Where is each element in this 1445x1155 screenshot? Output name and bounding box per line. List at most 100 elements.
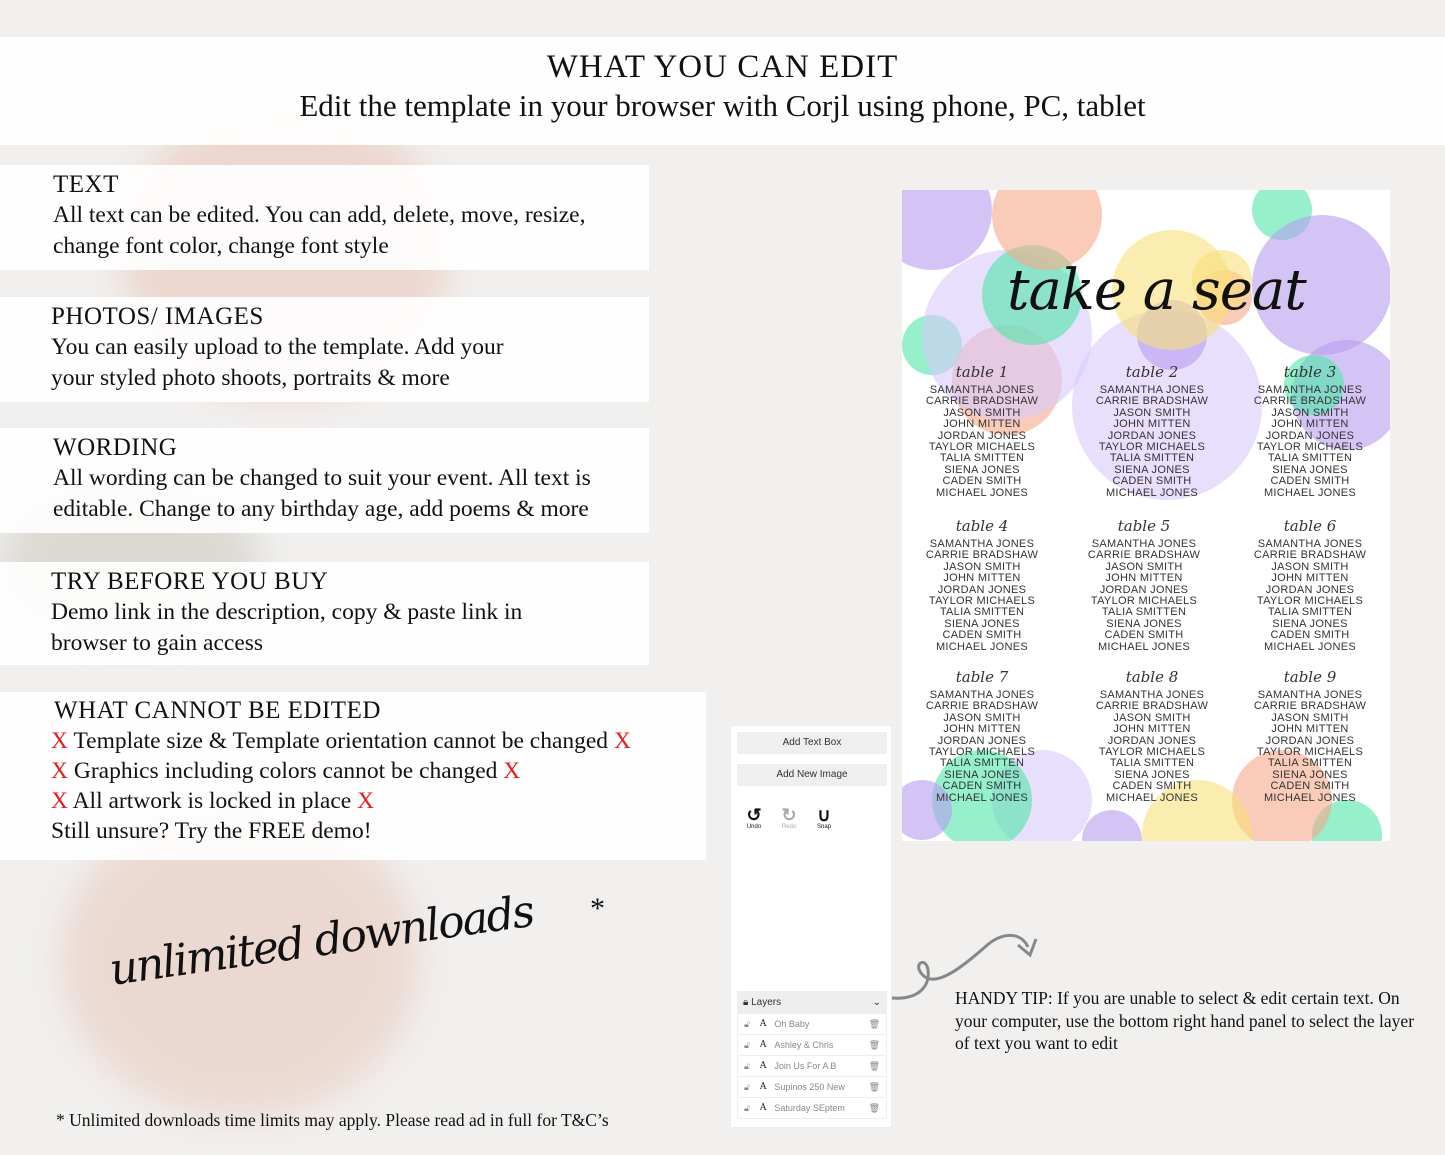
section-heading: TRY BEFORE YOU BUY: [51, 568, 329, 595]
add-text-box-button[interactable]: Add Text Box: [737, 732, 887, 754]
decorative-circle: [1284, 355, 1344, 415]
header-band: WHAT YOU CAN EDIT Edit the template in y…: [0, 37, 1445, 145]
guest-name: JOHN MITTEN: [943, 572, 1021, 585]
decorative-circle: [1082, 810, 1142, 841]
section-heading: WHAT CANNOT BE EDITED: [54, 697, 381, 724]
guest-name: CADEN SMITH: [1270, 780, 1350, 793]
section-line: All wording can be changed to suit your …: [53, 465, 591, 491]
section-wording: WORDING All wording can be changed to su…: [0, 428, 649, 533]
x-mark: X: [51, 788, 68, 814]
text-layer-icon: A: [759, 1103, 767, 1113]
table-label: table 4: [955, 517, 1009, 535]
page-title: WHAT YOU CAN EDIT: [546, 49, 899, 85]
guest-name: MICHAEL JONES: [1097, 640, 1191, 653]
seating-chart-preview: take a seat table 1 SAMANTHA JONES CARRIE …: [902, 190, 1390, 841]
undo-icon: ↺: [746, 805, 762, 825]
guest-name: CADEN SMITH: [1270, 629, 1350, 642]
table-label: table 6: [1283, 517, 1337, 535]
guest-name: TALIA SMITTEN: [939, 606, 1025, 619]
guest-name: SIENA JONES: [1114, 463, 1190, 476]
trash-icon[interactable]: 🗑︎: [868, 1103, 880, 1113]
page-subtitle: Edit the template in your browser with C…: [299, 88, 1146, 123]
lock-icon[interactable]: 🔓︎: [744, 1082, 750, 1092]
guest-name: TAYLOR MICHAELS: [1098, 746, 1206, 759]
redo-button[interactable]: ↻ Redo: [774, 806, 804, 830]
trash-icon[interactable]: 🗑︎: [868, 1019, 880, 1029]
guest-name: TAYLOR MICHAELS: [1090, 595, 1198, 608]
layer-row[interactable]: 🔓︎ A Oh Baby 🗑︎: [737, 1014, 887, 1035]
cannot-item-text: Graphics including colors cannot be chan…: [73, 758, 498, 784]
decorative-circle: [1252, 215, 1390, 355]
snap-button[interactable]: ∪ Snap: [809, 806, 839, 830]
guest-name: JOHN MITTEN: [943, 418, 1021, 431]
table-label: table 1: [955, 363, 1009, 381]
layers-panel: 🔒︎ Layers ⌄ 🔓︎ A Oh Baby 🗑︎ 🔓︎ A Ashley & Chris…: [737, 991, 887, 1119]
guest-name: JORDAN JONES: [1265, 734, 1355, 747]
guest-name: TALIA SMITTEN: [1267, 606, 1353, 619]
guest-name: JORDAN JONES: [1107, 734, 1197, 747]
guest-name: TAYLOR MICHAELS: [1256, 595, 1364, 608]
text-layer-icon: A: [759, 1040, 767, 1050]
guest-name: CADEN SMITH: [1112, 475, 1192, 488]
table-label: table 8: [1125, 668, 1179, 686]
section-heading: PHOTOS/ IMAGES: [51, 303, 264, 330]
table-label: table 9: [1283, 668, 1337, 686]
layer-row[interactable]: 🔓︎ A Supinos 250 New 🗑︎: [737, 1077, 887, 1098]
guest-name: CARRIE BRADSHAW: [925, 700, 1039, 713]
lock-icon[interactable]: 🔓︎: [744, 1040, 750, 1050]
undo-label: Undo: [746, 824, 762, 830]
guest-name: MICHAEL JONES: [1263, 640, 1357, 653]
guest-name: TAYLOR MICHAELS: [928, 595, 1036, 608]
guest-name: JOHN MITTEN: [943, 723, 1021, 736]
table-label: table 3: [1283, 363, 1337, 381]
table-block: table 5 SAMANTHA JONES CARRIE BRADSHAW JASO…: [1064, 517, 1224, 653]
lock-icon[interactable]: 🔓︎: [744, 1103, 750, 1113]
trash-icon[interactable]: 🗑︎: [868, 1061, 880, 1071]
guest-name: JOHN MITTEN: [1105, 572, 1183, 585]
cannot-item: X All artwork is locked in place X: [51, 786, 706, 816]
x-mark: X: [357, 788, 375, 814]
x-mark: X: [51, 758, 68, 784]
guest-name: CADEN SMITH: [942, 629, 1022, 642]
trash-icon[interactable]: 🗑︎: [868, 1040, 880, 1050]
guest-name: SAMANTHA JONES: [1257, 538, 1363, 550]
guest-name: JORDAN JONES: [937, 583, 1027, 596]
decorative-circle: [1112, 230, 1232, 350]
guest-name: CARRIE BRADSHAW: [1087, 549, 1201, 562]
guest-name: MICHAEL JONES: [935, 486, 1029, 499]
text-layer-icon: A: [759, 1061, 767, 1071]
guest-name: JOHN MITTEN: [1271, 418, 1349, 431]
guest-name: JASON SMITH: [1271, 560, 1349, 573]
trash-icon[interactable]: 🗑︎: [868, 1082, 880, 1092]
add-new-image-button[interactable]: Add New Image: [737, 764, 887, 786]
guest-name: JASON SMITH: [1105, 560, 1183, 573]
section-line: your styled photo shoots, portraits & mo…: [51, 365, 450, 391]
layer-name: Join Us For A B: [774, 1061, 837, 1071]
undo-button[interactable]: ↺ Undo: [739, 806, 769, 830]
layers-header[interactable]: 🔒︎ Layers ⌄: [737, 991, 887, 1014]
guest-name: MICHAEL JONES: [935, 791, 1029, 804]
snap-label: Snap: [816, 824, 831, 830]
guest-name: MICHAEL JONES: [1105, 486, 1199, 499]
layer-row[interactable]: 🔓︎ A Ashley & Chris 🗑︎: [737, 1035, 887, 1056]
table-label: table 5: [1117, 517, 1171, 535]
guest-name: SIENA JONES: [944, 463, 1020, 476]
guest-name: JASON SMITH: [1271, 711, 1349, 724]
section-line: All text can be edited. You can add, del…: [53, 202, 586, 228]
guest-name: SIENA JONES: [944, 617, 1020, 630]
guest-name: JOHN MITTEN: [1113, 723, 1191, 736]
lock-icon[interactable]: 🔓︎: [744, 1019, 750, 1029]
guest-name: CADEN SMITH: [1112, 780, 1192, 793]
section-heading: WORDING: [53, 434, 178, 461]
table-block: table 3 SAMANTHA JONES CARRIE BRADSHAW JASO…: [1230, 363, 1390, 499]
x-mark: X: [503, 758, 521, 784]
magnet-icon: ∪: [817, 805, 831, 825]
chevron-down-icon: ⌄: [872, 997, 881, 1008]
guest-name: TALIA SMITTEN: [1109, 452, 1195, 465]
layer-row[interactable]: 🔓︎ A Join Us For A B 🗑︎: [737, 1056, 887, 1077]
layer-row[interactable]: 🔓︎ A Saturday SEptem 🗑︎: [737, 1098, 887, 1119]
layers-label: Layers: [751, 997, 782, 1008]
lock-icon[interactable]: 🔓︎: [744, 1061, 750, 1071]
footnote: * Unlimited downloads time limits may ap…: [56, 1110, 609, 1130]
guest-name: CADEN SMITH: [1104, 629, 1184, 642]
